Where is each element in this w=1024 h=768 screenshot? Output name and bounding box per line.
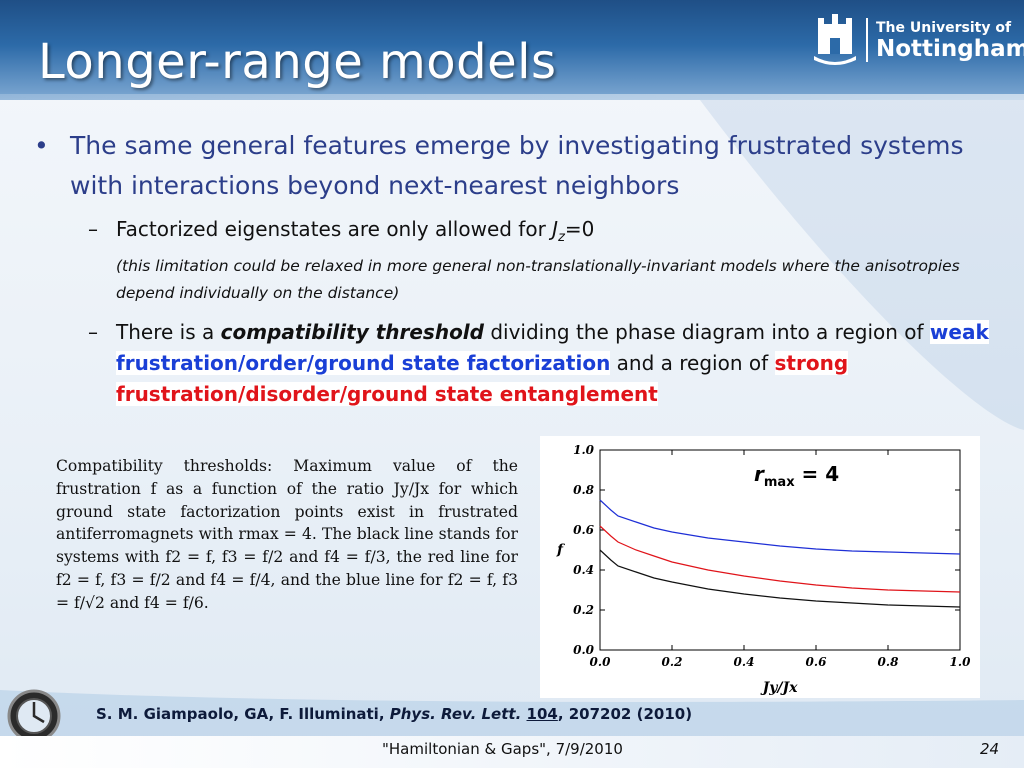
bullet-dot: • bbox=[34, 131, 49, 160]
dash-marker: – bbox=[88, 320, 98, 344]
chart-panel: 0.0 0.2 0.4 0.6 0.8 1.0 0.0 0.2 0.4 0.6 0.8 1.0 Jy/J… bbox=[540, 436, 980, 698]
y-axis-label: f bbox=[556, 542, 566, 558]
clock-emblem-icon bbox=[7, 689, 61, 743]
sub2-text2: dividing the phase diagram into a region… bbox=[483, 320, 930, 344]
x-tick-label: 0.4 bbox=[734, 655, 755, 669]
rmax-r: r bbox=[754, 462, 764, 486]
footer-bar bbox=[0, 736, 1024, 768]
ref-authors: S. M. Giampaolo, GA, F. Illuminati, bbox=[96, 705, 390, 723]
footer-text: "Hamiltonian & Gaps", 7/9/2010 bbox=[382, 740, 623, 758]
sub1-text-post: =0 bbox=[564, 217, 595, 241]
page-number: 24 bbox=[980, 740, 1000, 758]
logo-line1: The University of bbox=[876, 20, 1012, 36]
sub-bullet-factorized: – Factorized eigenstates are only allowe… bbox=[30, 214, 990, 307]
main-bullet-text: The same general features emerge by inve… bbox=[70, 131, 964, 200]
y-tick-label: 0.6 bbox=[573, 523, 595, 537]
series-line-2 bbox=[599, 549, 961, 608]
university-logo: The University of Nottingham bbox=[812, 12, 1024, 66]
reference-citation: S. M. Giampaolo, GA, F. Illuminati, Phys… bbox=[96, 705, 692, 723]
threshold-chart: 0.0 0.2 0.4 0.6 0.8 1.0 0.0 0.2 0.4 0.6 0.8 1.0 Jy/J… bbox=[556, 443, 972, 696]
x-axis-label: Jy/Jx bbox=[760, 680, 798, 696]
series-line-0 bbox=[599, 499, 961, 555]
x-tick-label: 0.8 bbox=[878, 655, 900, 669]
sub1-note: (this limitation could be relaxed in mor… bbox=[116, 257, 960, 302]
sub2-text3: and a region of bbox=[610, 351, 775, 375]
ref-rest: , 207202 (2010) bbox=[557, 705, 693, 723]
sub1-var-sub: z bbox=[558, 230, 565, 245]
x-tick-label: 0.2 bbox=[662, 655, 683, 669]
ref-volume: 104 bbox=[526, 705, 558, 723]
castle-icon bbox=[814, 14, 856, 65]
y-tick-label: 0.2 bbox=[573, 603, 594, 617]
rmax-sub: max bbox=[763, 475, 795, 490]
logo-line2: Nottingham bbox=[876, 36, 1024, 62]
x-tick-label: 0.6 bbox=[806, 655, 828, 669]
y-tick-label: 1.0 bbox=[573, 443, 595, 457]
series-line-1 bbox=[599, 525, 961, 593]
y-tick-label: 0.4 bbox=[573, 563, 594, 577]
sub2-text1: There is a bbox=[116, 320, 221, 344]
rmax-value: = 4 bbox=[794, 462, 840, 486]
sub1-var: J bbox=[552, 217, 559, 241]
main-bullet: • The same general features emerge by in… bbox=[30, 126, 990, 206]
rmax-label: rmax = 4 bbox=[754, 462, 839, 490]
y-tick-label: 0.8 bbox=[573, 483, 595, 497]
x-tick-label: 0.0 bbox=[590, 655, 612, 669]
slide-body: • The same general features emerge by in… bbox=[30, 126, 990, 410]
sub2-emphasis: compatibility threshold bbox=[220, 320, 484, 344]
sub-bullet-threshold: – There is a compatibility threshold div… bbox=[30, 317, 990, 410]
logo-divider bbox=[866, 18, 868, 62]
x-tick-label: 1.0 bbox=[950, 655, 972, 669]
slide-title: Longer-range models bbox=[38, 34, 557, 90]
title-band bbox=[0, 0, 1024, 100]
ref-journal: Phys. Rev. Lett. bbox=[389, 705, 522, 723]
figure-caption: Compatibility thresholds: Maximum value … bbox=[56, 457, 518, 612]
sub1-text: Factorized eigenstates are only allowed … bbox=[116, 217, 553, 241]
y-tick-label: 0.0 bbox=[573, 643, 595, 657]
dash-marker: – bbox=[88, 217, 98, 241]
